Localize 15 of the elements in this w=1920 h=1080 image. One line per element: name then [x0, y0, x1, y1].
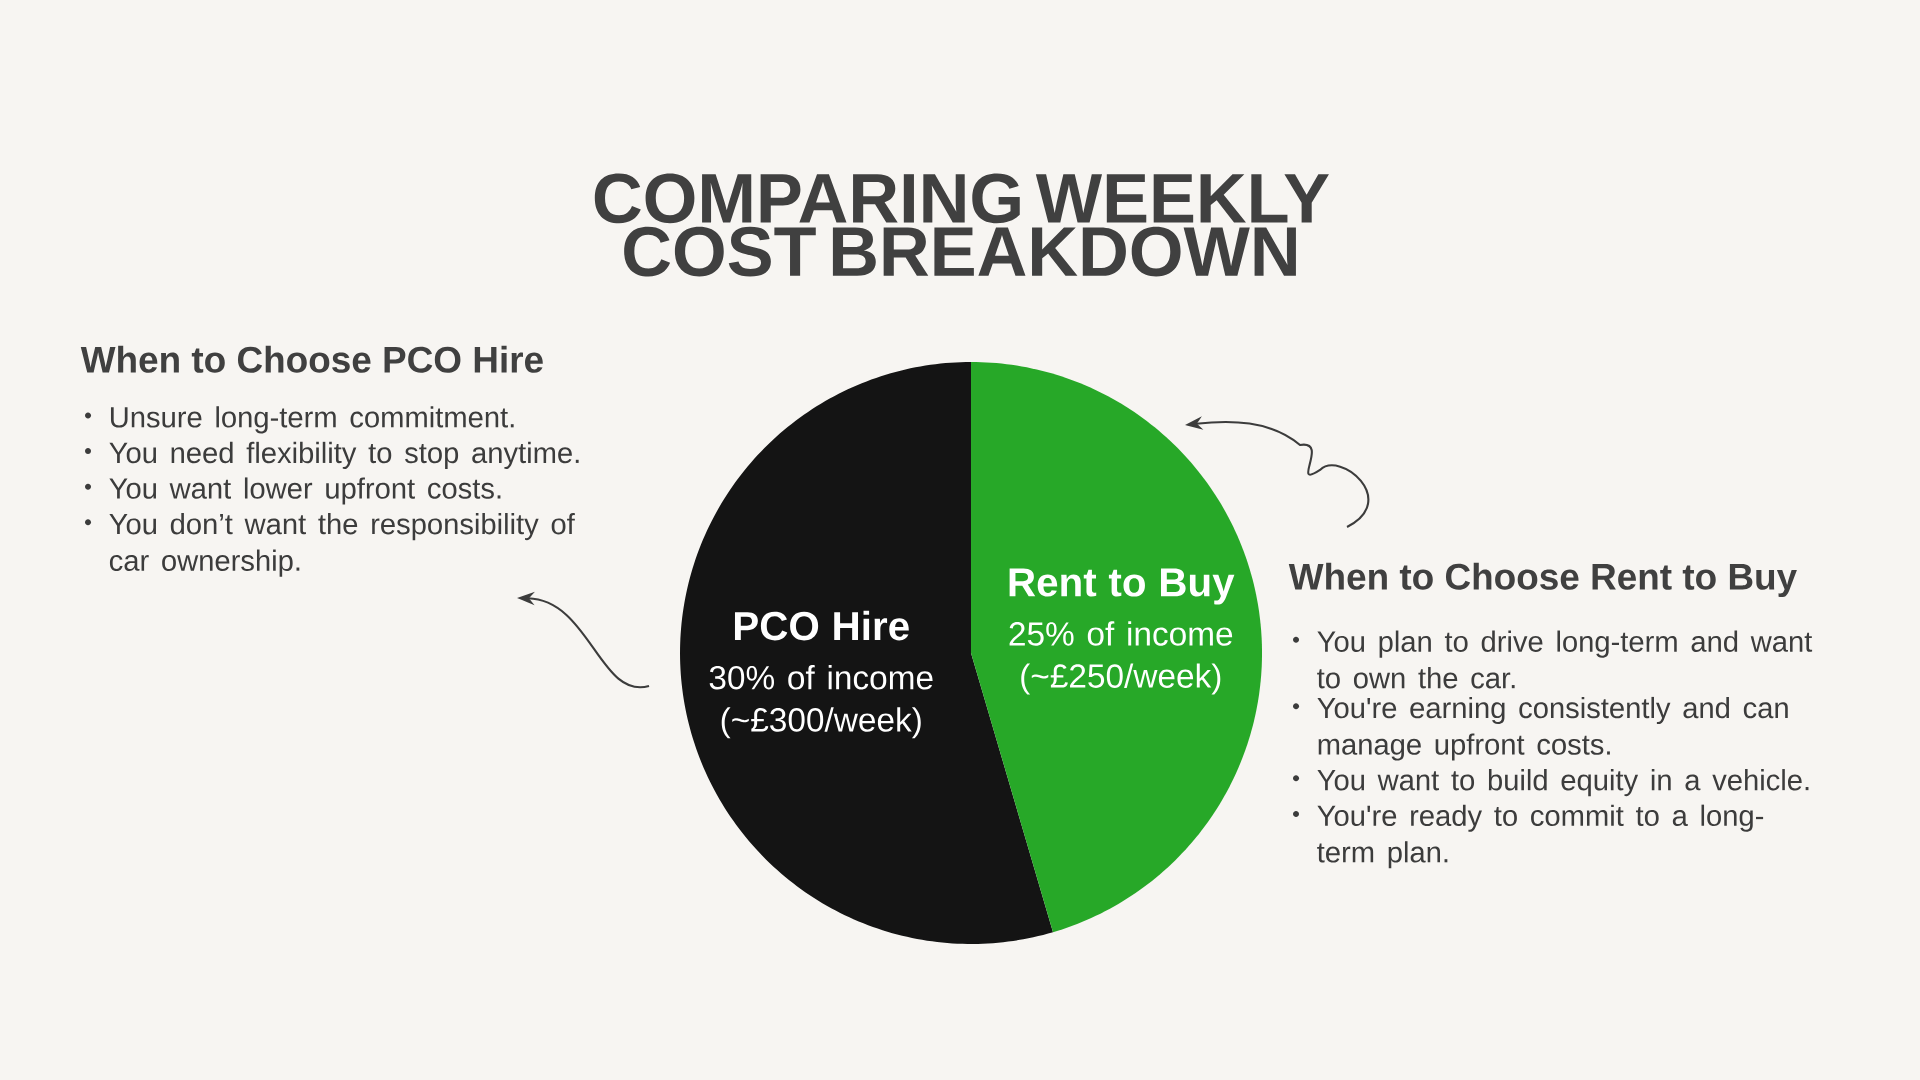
slice-label: Rent to Buy: [1009, 568, 1235, 605]
text: You don’t want the responsibility of car ownership.: [109, 513, 575, 577]
slice-label: PCO Hire: [734, 610, 909, 641]
text: Unsure long-term commitment.: [110, 406, 514, 434]
text: You want to build equity in a vehicle.: [1317, 769, 1809, 797]
chart-title: COMPARING WEEKLY COST BREAKDOWN: [594, 173, 1329, 277]
text: You plan to drive long-term and want to own the car.: [1317, 630, 1813, 689]
text: You want lower upfront costs.: [109, 477, 501, 505]
data-label: 30% of income (~£300/week): [709, 665, 933, 739]
text: You need flexibility to stop anytime.: [109, 441, 579, 469]
data-label: 25% of income (~£250/week): [1009, 621, 1233, 695]
text: When to Choose Rent to Buy: [1288, 562, 1797, 598]
text: When to Choose PCO Hire: [80, 345, 543, 373]
text: You're earning consistently and can manage upfront costs.: [1317, 696, 1788, 761]
text: You're ready to commit to a long-term plan.: [1317, 804, 1764, 869]
